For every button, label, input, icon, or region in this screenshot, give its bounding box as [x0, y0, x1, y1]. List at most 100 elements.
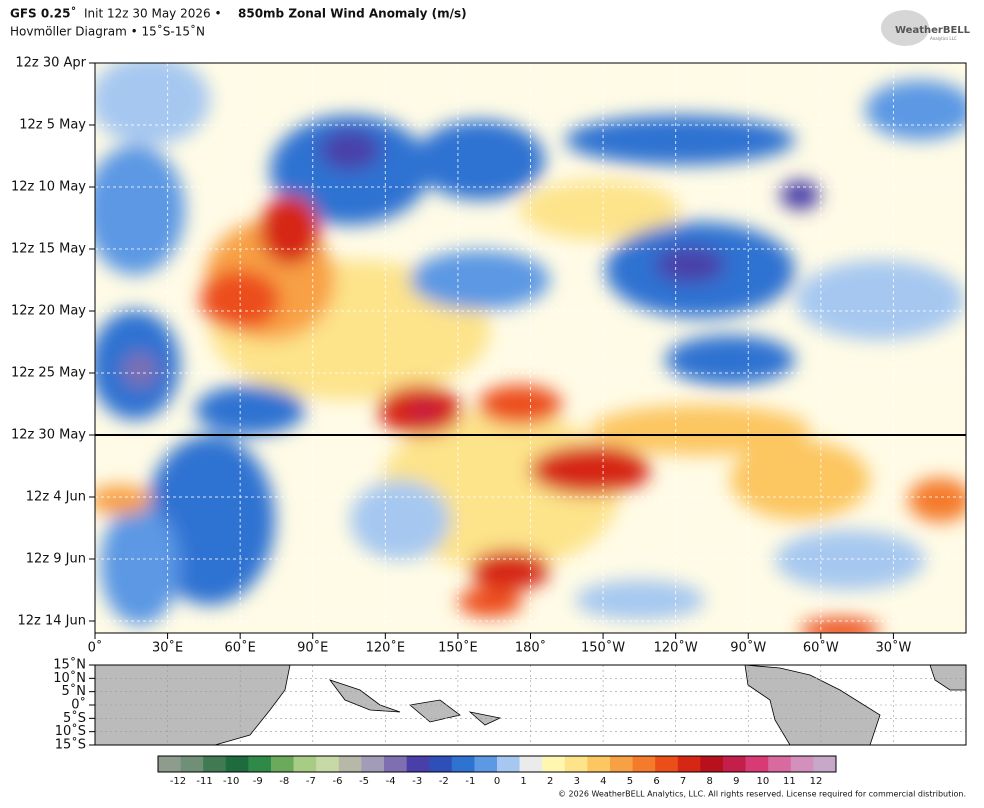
colorbar-swatch [361, 756, 385, 772]
colorbar-swatch [248, 756, 272, 772]
colorbar-tick-label: 9 [733, 776, 739, 787]
longitude-label: 60˚E [225, 640, 256, 656]
colorbar-tick-label: 10 [756, 776, 769, 787]
colorbar-swatch [406, 756, 430, 772]
land-west-africa [929, 665, 966, 691]
colorbar-tick-label: 12 [810, 776, 823, 787]
time-label: 12z 15 May [11, 242, 86, 257]
colorbar-swatch [474, 756, 498, 772]
latitude-label: 10˚S [55, 723, 86, 739]
colorbar-swatch [587, 756, 611, 772]
colorbar-swatch [384, 756, 407, 772]
land-maritime [328, 679, 502, 726]
time-label: 12z 5 May [19, 118, 86, 133]
colorbar-frame [157, 755, 837, 773]
longitude-label: 120˚E [366, 640, 406, 656]
colorbar-swatch [700, 756, 724, 772]
time-label: 12z 4 Jun [26, 490, 86, 505]
colorbar-swatch [723, 756, 746, 772]
colorbar-swatch [293, 756, 317, 772]
longitude-label: 180˚ [515, 640, 546, 656]
colorbar-swatch [632, 756, 656, 772]
latitude-label: 5˚N [62, 683, 87, 699]
latitude-label: 0˚ [71, 697, 86, 713]
colorbar-swatch [745, 756, 769, 772]
colorbar-swatch [429, 756, 453, 772]
time-label: 12z 10 May [11, 180, 86, 195]
longitude-label: 30˚W [875, 640, 911, 656]
longitude-label: 120˚W [654, 640, 698, 656]
colorbar-swatch [519, 756, 543, 772]
logo-sub: Analytics LLC [930, 36, 957, 41]
colorbar-swatch [225, 756, 249, 772]
colorbar-swatch [610, 756, 633, 772]
colorbar-swatch [677, 756, 701, 772]
time-label: 12z 30 Apr [15, 56, 86, 71]
latitude-label: 15˚S [55, 737, 86, 753]
colorbar-swatch [271, 756, 294, 772]
time-label: 12z 14 Jun [18, 614, 87, 629]
colorbar-tick-label: 7 [680, 776, 686, 787]
colorbar-tick-label: 11 [783, 776, 796, 787]
colorbar-swatch [564, 756, 588, 772]
colorbar-tick-label: 6 [653, 776, 659, 787]
longitude-label: 0˚ [88, 640, 103, 656]
colorbar: -12 -11 -10 -9 -8 -7 -6 -5 -4 -3 -2 -1 0 1 2 3 4 5 6 7 8 9 10 1… [157, 755, 837, 787]
logo-name: WeatherBELL [895, 25, 971, 36]
colorbar-tick-label: -10 [223, 776, 239, 787]
latitude-label: 15˚N [53, 657, 86, 673]
land-africa [95, 665, 291, 745]
colorbar-tick-label: -5 [359, 776, 369, 787]
time-label: 12z 30 May [11, 428, 86, 443]
longitude-label: 30˚E [152, 640, 183, 656]
longitude-label: 60˚W [803, 640, 839, 656]
longitude-label: 150˚W [581, 640, 625, 656]
longitude-label: 90˚E [297, 640, 328, 656]
colorbar-tick-label: 4 [600, 776, 606, 787]
subtitle: Hovmöller Diagram • 15˚S-15˚N [10, 24, 205, 39]
time-label: 12z 25 May [11, 366, 86, 381]
colorbar-swatch [790, 756, 814, 772]
colorbar-tick-label: 2 [547, 776, 553, 787]
longitude-label: 90˚W [730, 640, 766, 656]
colorbar-swatch [655, 756, 679, 772]
colorbar-swatch [542, 756, 566, 772]
colorbar-tick-label: 5 [627, 776, 633, 787]
colorbar-tick-label: -7 [306, 776, 316, 787]
colorbar-tick-label: -9 [253, 776, 263, 787]
colorbar-swatch [316, 756, 340, 772]
title-init: Init 12z 30 May 2026 • [84, 7, 222, 21]
map-grid [95, 665, 966, 745]
colorbar-swatch [180, 756, 204, 772]
colorbar-tick-label: -6 [333, 776, 343, 787]
time-label: 12z 9 Jun [26, 552, 86, 567]
colorbar-tick-label: -4 [386, 776, 396, 787]
colorbar-swatch [768, 756, 792, 772]
colorbar-tick-label: 8 [706, 776, 712, 787]
colorbar-swatch [497, 756, 520, 772]
colorbar-tick-label: -2 [439, 776, 449, 787]
latitude-label: 10˚N [53, 670, 86, 686]
colorbar-tick-label: 3 [574, 776, 580, 787]
colorbar-swatch [451, 756, 475, 772]
colorbar-tick-label: 1 [520, 776, 526, 787]
logo: WeatherBELL Analytics LLC [881, 10, 971, 46]
colorbar-tick-label: -12 [170, 776, 186, 787]
colorbar-swatch [338, 756, 362, 772]
colorbar-swatch [158, 756, 181, 772]
latitude-label: 5˚S [63, 710, 86, 726]
copyright: © 2026 WeatherBELL Analytics, LLC. All r… [558, 790, 966, 799]
colorbar-tick-label: -11 [196, 776, 212, 787]
colorbar-tick-label: -8 [279, 776, 289, 787]
colorbar-swatch [203, 756, 227, 772]
time-label: 12z 20 May [11, 304, 86, 319]
colorbar-tick-label: 0 [494, 776, 500, 787]
land-south-america [744, 665, 881, 745]
colorbar-tick-label: -1 [465, 776, 475, 787]
title-field: 850mb Zonal Wind Anomaly (m/s) [238, 7, 467, 21]
title-model: GFS 0.25˚ [10, 6, 76, 21]
longitude-label: 150˚E [438, 640, 478, 656]
colorbar-swatch [813, 756, 837, 772]
colorbar-tick-label: -3 [412, 776, 422, 787]
